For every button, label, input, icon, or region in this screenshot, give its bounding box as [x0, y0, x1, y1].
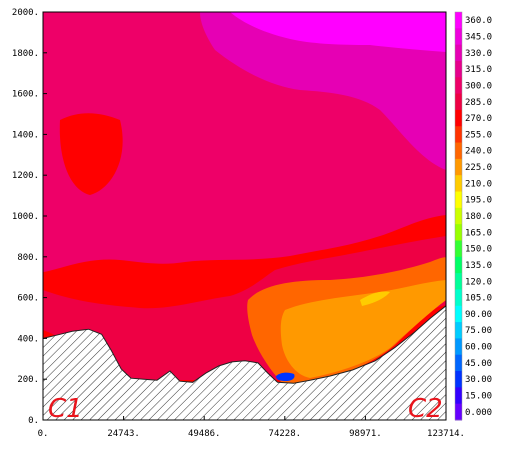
colorbar-swatch [455, 126, 462, 144]
x-tick-label: 74228. [269, 429, 302, 439]
colorbar-label: 75.00 [465, 326, 492, 336]
colorbar-swatch [455, 77, 462, 95]
colorbar-label: 345.0 [465, 32, 492, 42]
colorbar-label: 330.0 [465, 49, 492, 59]
x-tick-label: 98971. [349, 429, 382, 439]
colorbar-label: 315.0 [465, 65, 492, 75]
colorbar-swatch [455, 93, 462, 111]
colorbar-swatch [455, 44, 462, 62]
terrain-mask [43, 305, 446, 420]
colorbar-label: 165.0 [465, 228, 492, 238]
colorbar-swatch [455, 322, 462, 339]
colorbar-label: 15.00 [465, 392, 492, 402]
colorbar-label: 360.0 [465, 16, 492, 26]
contour-fill-layer [43, 12, 446, 420]
colorbar-swatch [455, 207, 462, 225]
colorbar-swatch [455, 240, 462, 258]
colorbar-swatch [455, 12, 462, 29]
colorbar-swatch [455, 175, 462, 193]
colorbar-swatch [455, 289, 462, 307]
annotation-c1: C1 [48, 394, 83, 424]
colorbar-label: 0.000 [465, 408, 492, 418]
field-top-right-max [230, 12, 446, 52]
colorbar-swatch [455, 338, 462, 356]
y-tick-label: 200. [17, 375, 39, 385]
colorbar-label: 180.0 [465, 212, 492, 222]
colorbar-label: 195.0 [465, 196, 492, 206]
colorbar-swatch [455, 28, 462, 46]
colorbar-label: 150.0 [465, 245, 492, 255]
colorbar-label: 285.0 [465, 98, 492, 108]
field-min-pocket [276, 372, 295, 381]
field-pink-top [200, 12, 446, 170]
field-yellow-inner [360, 291, 390, 306]
x-tick-label: 24743. [107, 429, 140, 439]
x-tick-label: 49486. [188, 429, 221, 439]
colorbar-label: 210.0 [465, 179, 492, 189]
colorbar-swatch [455, 273, 462, 290]
y-tick-label: 1200. [12, 171, 39, 181]
colorbar-label: 300.0 [465, 81, 492, 91]
colorbar-swatch [455, 354, 462, 372]
y-tick-label: 1400. [12, 130, 39, 140]
colorbar-frame [454, 11, 463, 421]
colorbar-swatch [455, 109, 462, 127]
colorbar-swatch [455, 256, 462, 274]
colorbar-swatch [455, 191, 462, 209]
colorbar-swatch [455, 158, 462, 176]
y-tick-label: 2000. [12, 8, 39, 18]
y-tick-label: 1600. [12, 90, 39, 100]
colorbar-label: 45.00 [465, 359, 492, 369]
y-axis: 0. 200. 400. 600. 800. 1000. 1200. 1400. 1600. 18… [12, 8, 47, 426]
x-tick-label: 0. [38, 429, 49, 439]
colorbar: 360.0 345.0 330.0 315.0 300.0 285.0 270.0 255.0… [454, 11, 492, 421]
colorbar-swatch [455, 371, 462, 388]
y-tick-label: 0. [28, 416, 39, 426]
colorbar-label: 270.0 [465, 114, 492, 124]
field-yellow-core [280, 280, 446, 378]
colorbar-label: 135.0 [465, 261, 492, 271]
colorbar-label: 30.00 [465, 375, 492, 385]
y-tick-label: 600. [17, 294, 39, 304]
x-tick-label: 123714. [427, 429, 465, 439]
colorbar-label: 120.0 [465, 277, 492, 287]
colorbar-swatch [455, 403, 462, 421]
y-tick-label: 1000. [12, 212, 39, 222]
colorbar-label: 240.0 [465, 147, 492, 157]
colorbar-swatch [455, 387, 462, 405]
colorbar-swatch [455, 142, 462, 160]
colorbar-swatch [455, 224, 462, 241]
y-tick-label: 800. [17, 253, 39, 263]
colorbar-label: 90.00 [465, 310, 492, 320]
colorbar-label: 225.0 [465, 163, 492, 173]
colorbar-swatch [455, 60, 462, 78]
y-tick-label: 1800. [12, 49, 39, 59]
y-tick-label: 400. [17, 334, 39, 344]
colorbar-label: 105.0 [465, 294, 492, 304]
colorbar-label: 255.0 [465, 130, 492, 140]
colorbar-label: 60.00 [465, 343, 492, 353]
colorbar-swatch [455, 305, 462, 323]
annotation-c2: C2 [408, 394, 443, 424]
x-axis: 0. 24743. 49486. 74228. 98971. 123714. [38, 416, 465, 439]
